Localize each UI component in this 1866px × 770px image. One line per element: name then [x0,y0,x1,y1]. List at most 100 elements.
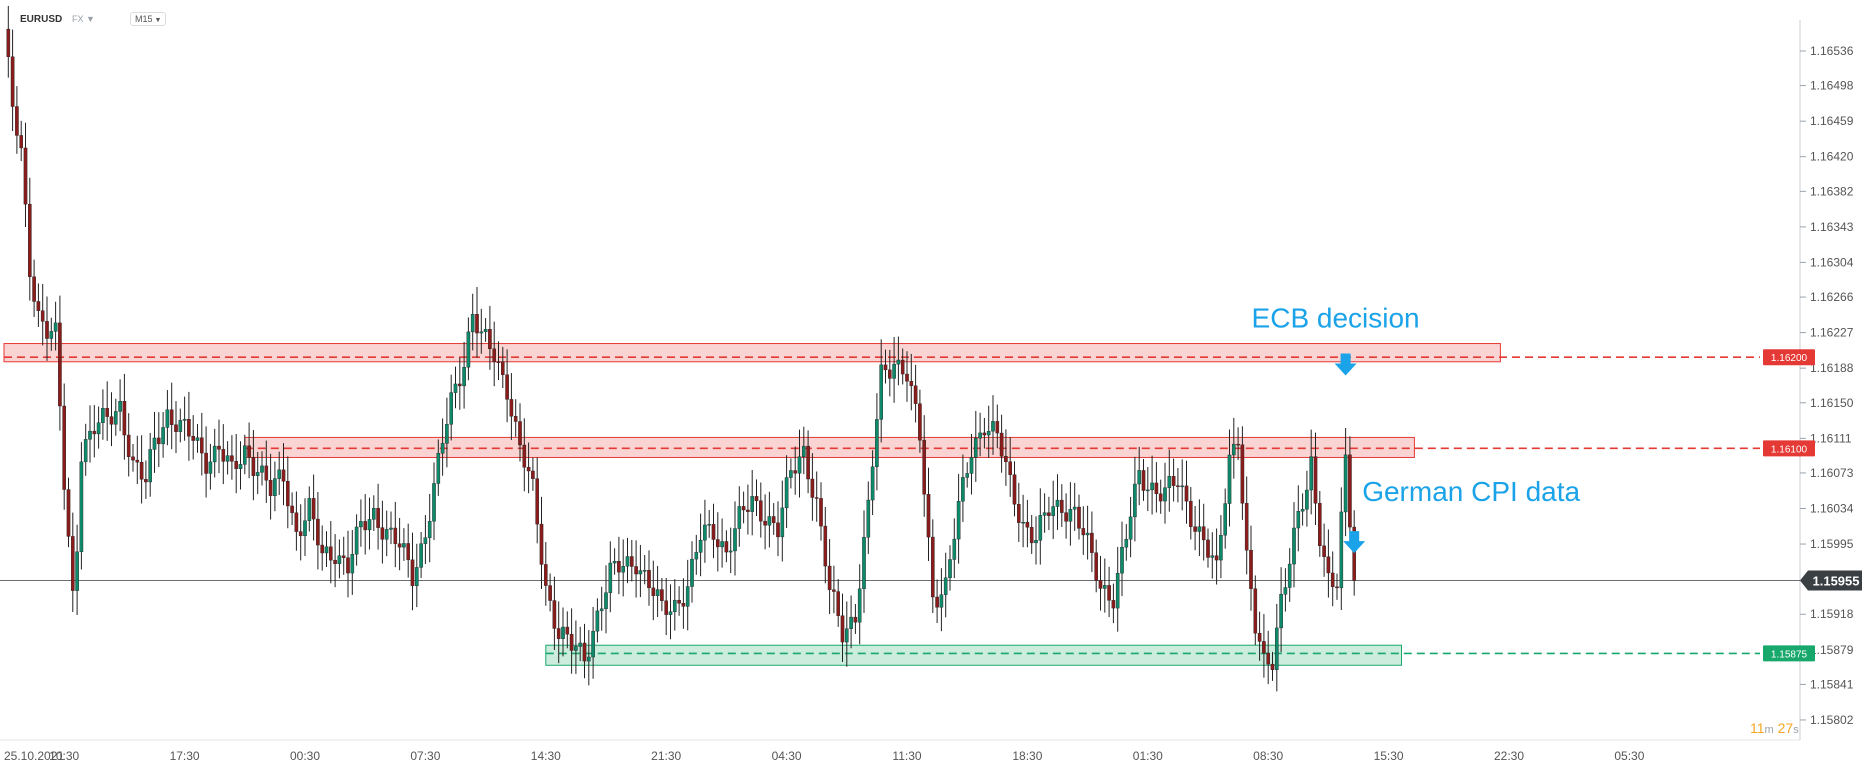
candle-body [298,531,303,537]
candle-body [1227,454,1232,504]
candle-body [1115,572,1120,609]
candle-body [810,478,815,498]
candle-body [415,567,419,587]
candle-body [354,526,359,555]
candle-body [23,147,28,205]
candle-body [1128,516,1133,540]
candle-body [445,424,449,444]
candle-body [178,420,183,432]
candle-body [290,505,294,513]
candle-body [548,585,552,601]
candle-body [961,477,965,502]
candle-body [105,408,109,417]
candle-body [642,570,647,572]
candle-body [905,373,909,382]
candle-body [501,361,505,375]
candle-body [191,436,196,441]
y-tick-label: 1.16266 [1810,290,1854,304]
candle-body [423,537,428,544]
candle-body [1236,443,1240,446]
candle-body [238,464,243,469]
candle-body [716,539,720,548]
candle-body [372,507,376,520]
candle-body [939,594,944,608]
candle-body [333,559,337,564]
x-tick-label: 05:30 [1614,749,1644,763]
symbol-label[interactable]: EURUSD [20,14,63,25]
candle-body [703,524,707,541]
candle-body [999,432,1004,457]
candle-body [66,489,71,537]
candle-body [242,445,247,465]
y-tick-label: 1.15879 [1810,643,1854,657]
candle-body [604,592,608,609]
candle-body [879,364,883,420]
candle-body [440,443,445,454]
candle-body [195,437,200,441]
candle-body [673,599,677,612]
candle-body [311,498,316,520]
candle-body [1059,499,1064,513]
candle-body [1348,454,1352,528]
candle-body [896,359,901,365]
candle-body [1184,485,1189,502]
candle-body [169,409,174,425]
candle-body [771,516,776,524]
candle-body [621,566,625,573]
candle-body [1206,539,1210,558]
y-tick-label: 1.15841 [1810,677,1854,691]
market-label[interactable]: FX ▼ [72,14,95,24]
candle-body [1210,555,1215,558]
candle-body [561,626,565,639]
candle-body [475,314,479,334]
candle-body [1274,627,1279,670]
candle-body [6,28,11,57]
candle-body [40,310,45,322]
candle-body [320,544,325,554]
candle-body [1214,555,1219,561]
candle-body [1279,594,1283,629]
candle-body [1176,485,1180,487]
candle-body [591,630,595,658]
candle-body [784,477,789,509]
candle-body [763,520,767,526]
candle-body [664,600,668,615]
candle-body [260,465,264,473]
candle-body [156,437,161,445]
candle-body [427,521,432,538]
candle-body [814,497,819,499]
candle-body [1283,587,1288,595]
candle-body [389,527,393,530]
x-tick-label: 07:30 [410,749,440,763]
candle-body [943,577,948,595]
candle-body [789,470,793,478]
candle-body [122,401,127,436]
candle-body [174,424,178,432]
candle-body [711,524,716,540]
candle-body [1141,470,1146,491]
candle-body [870,466,875,501]
candle-body [1197,526,1202,532]
candle-body [135,459,140,463]
candle-body [294,512,299,532]
candle-body [1077,506,1081,529]
candle-body [406,543,411,561]
candle-body [32,276,36,302]
candle-body [1193,526,1197,532]
candle-body [935,596,939,608]
candle-body [866,499,871,538]
candle-body [1219,534,1223,561]
candle-body [1330,572,1335,588]
timeframe-selector[interactable]: M15 ▼ [130,12,167,26]
x-tick-label: 00:30 [290,749,320,763]
candle-body [845,628,849,643]
candle-body [1085,532,1090,536]
candle-body [698,539,703,553]
level-price-tag [1763,440,1815,457]
candle-body [647,570,651,589]
candle-body [1240,444,1245,504]
candle-body [152,437,157,450]
candle-body [1171,476,1176,486]
candle-body [1287,563,1292,588]
